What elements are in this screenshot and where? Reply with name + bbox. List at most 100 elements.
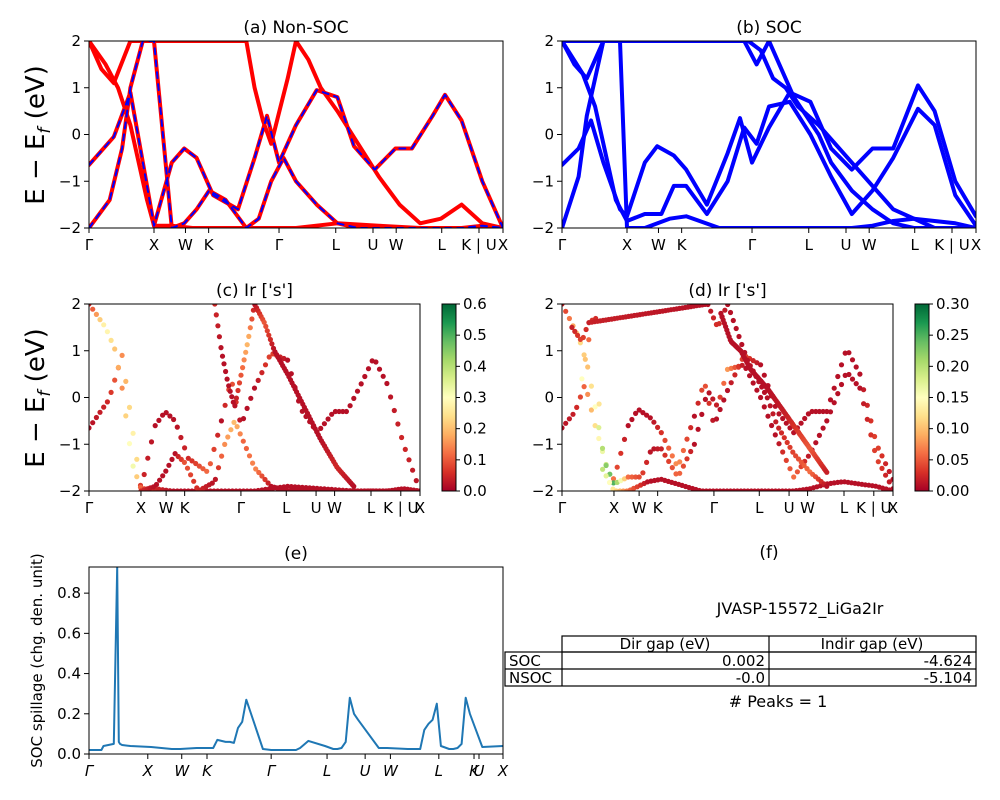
xtick-label-b-2: W [651, 236, 666, 254]
scatter-point-c-0-75 [362, 373, 368, 380]
xtick-label-d-1: X [609, 499, 619, 517]
plot-area-e [89, 567, 503, 751]
scatter-point-d-0-87 [879, 453, 885, 459]
scatter-point-c-3-20 [243, 349, 249, 355]
scatter-point-d-2-2 [586, 337, 592, 343]
xtick-label-c-2: W [159, 499, 174, 517]
scatter-point-c-1-2 [93, 311, 99, 317]
xtick-label-e-2: W [174, 762, 190, 780]
scatter-point-c-0-7 [112, 377, 118, 383]
ytick-label-e-0: 0.0 [57, 745, 81, 763]
scatter-point-d-1-12 [603, 462, 609, 469]
scatter-point-c-0-89 [413, 478, 419, 484]
scatter-point-d-0-76 [838, 362, 845, 368]
colorbar-c: 0.0 0.1 0.2 0.3 0.4 0.5 0.6 [441, 295, 487, 500]
scatter-point-c-3-36 [267, 336, 273, 343]
scatter-point-d-0-14 [610, 476, 617, 482]
scatter-point-d-1-25 [651, 446, 657, 452]
scatter-point-c-0-76 [365, 366, 372, 372]
ytick-label-d-4: 2 [544, 295, 554, 313]
ytick-label-b-2: 0 [544, 126, 554, 144]
scatter-point-d-1-70 [816, 432, 823, 438]
scatter-point-d-1-23 [644, 459, 650, 465]
ylabel-row1: E − Ef (eV) [21, 65, 55, 205]
colorbar-tick-label-d-6: 0.30 [936, 295, 969, 313]
scatter-point-d-2-5 [596, 401, 602, 407]
xtick-label-e-3: K [202, 762, 213, 780]
scatter-point-c-2-35 [246, 453, 253, 459]
colorbar-tick-label-d-1: 0.05 [936, 451, 969, 469]
scatter-point-c-0-30 [196, 463, 202, 469]
scatter-point-c-1-12 [130, 463, 136, 469]
scatter-point-d-1-84 [868, 432, 874, 438]
scatter-point-c-0-20 [160, 412, 166, 418]
scatter-point-c-2-23 [209, 480, 215, 486]
series-line-e-0 [89, 567, 503, 751]
scatter-point-c-0-74 [358, 381, 364, 387]
scatter-point-c-2-25 [215, 465, 222, 471]
scatter-point-d-1-0 [562, 304, 565, 307]
scatter-point-c-0-33 [207, 461, 213, 467]
scatter-point-c-0-44 [248, 395, 254, 401]
ytick-label-a-4: 2 [71, 32, 81, 50]
scatter-point-d-0-65 [798, 420, 804, 426]
series-line-a-4 [89, 89, 503, 228]
xtick-label-d-8: L [840, 499, 849, 517]
scatter-point-c-3-37 [269, 341, 275, 347]
scatter-point-d-0-39 [702, 383, 709, 389]
scatter-point-d-1-53 [754, 387, 760, 393]
scatter-point-d-1-52 [750, 380, 756, 386]
scatter-point-c-1-55 [288, 484, 294, 490]
xtick-label-e-11: X [497, 762, 509, 780]
scatter-point-d-1-34 [684, 456, 690, 462]
scatter-point-d-1-38 [699, 411, 705, 417]
series-line-a-3 [89, 41, 503, 228]
colorbar-tick-label-c-6: 0.6 [463, 295, 487, 313]
scatter-point-d-1-42 [713, 402, 720, 408]
scatter-point-c-2-16 [188, 472, 194, 478]
scatter-point-c-3-17 [238, 372, 244, 378]
scatter-point-d-3-52 [716, 321, 722, 327]
scatter-point-d-3-69 [764, 395, 770, 401]
scatter-point-d-3-71 [770, 411, 776, 417]
scatter-point-d-3-76 [784, 439, 790, 446]
scatter-point-c-3-18 [240, 365, 246, 371]
scatter-point-d-1-69 [813, 440, 819, 446]
scatter-point-d-0-59 [776, 411, 782, 417]
table-row-label-soc: SOC [509, 652, 541, 670]
scatter-point-c-0-45 [251, 385, 258, 391]
ytick-label-a-1: −1 [59, 172, 81, 190]
xtick-label-e-1: X [142, 762, 154, 780]
table-cell-soc-indir: -4.624 [924, 652, 972, 670]
scatter-point-d-1-61 [783, 457, 789, 463]
colorbar-tick-label-c-1: 0.1 [463, 451, 487, 469]
scatter-point-d-1-86 [875, 459, 881, 465]
scatter-point-c-3-21 [244, 342, 250, 348]
scatter-point-c-1-5 [104, 329, 110, 335]
scatter-point-d-1-73 [827, 409, 834, 415]
scatter-point-d-0-35 [688, 425, 694, 431]
xtick-label-e-7: W [383, 762, 399, 780]
scatter-point-d-0-80 [853, 364, 859, 370]
scatter-point-d-3-60 [739, 341, 745, 348]
scatter-point-d-1-10 [596, 425, 602, 431]
scatter-point-c-3-13 [232, 403, 238, 409]
scatter-point-d-0-68 [809, 408, 815, 415]
scatter-point-c-0-71 [347, 403, 353, 409]
scatter-point-c-2-40 [262, 476, 268, 483]
scatter-point-c-0-78 [373, 359, 379, 365]
scatter-point-c-2-24 [212, 476, 218, 482]
table-cell-nsoc-dir: -0.0 [736, 669, 765, 687]
scatter-point-d-3-57 [730, 317, 736, 324]
scatter-point-d-0-26 [655, 424, 661, 430]
scatter-point-d-0-27 [658, 430, 664, 436]
series-line-a-0 [89, 88, 503, 228]
scatter-point-d-1-54 [758, 394, 764, 401]
xtick-label-e-4: Γ [267, 762, 277, 780]
scatter-point-c-0-2 [93, 414, 99, 421]
scatter-point-c-1-48 [262, 486, 269, 491]
scatter-point-d-0-61 [783, 420, 789, 426]
scatter-point-c-0-31 [200, 466, 206, 472]
scatter-point-d-3-49 [708, 308, 714, 314]
